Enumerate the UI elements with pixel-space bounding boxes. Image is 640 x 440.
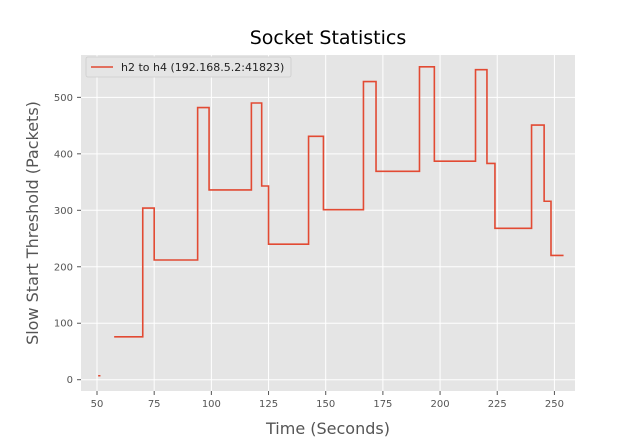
x-tick-label: 175: [373, 399, 392, 410]
x-ticks: 50 75 100 125 150 175 200 225 250: [91, 391, 564, 410]
y-tick-label: 100: [54, 319, 73, 330]
legend-label: h2 to h4 (192.168.5.2:41823): [121, 61, 284, 74]
x-tick-label: 125: [259, 399, 278, 410]
plot-background: [81, 55, 575, 391]
y-tick-label: 0: [67, 375, 73, 386]
legend: h2 to h4 (192.168.5.2:41823): [85, 56, 292, 78]
series-layer: [98, 66, 564, 377]
x-tick-label: 100: [202, 399, 221, 410]
y-ticks: 0 100 200 300 400 500: [54, 93, 81, 386]
chart-title: Socket Statistics: [250, 27, 407, 49]
legend-box: [85, 56, 292, 78]
y-tick-label: 500: [54, 93, 73, 104]
y-tick-label: 400: [54, 149, 73, 160]
x-tick-label: 200: [431, 399, 450, 410]
y-tick-label: 300: [54, 206, 73, 217]
x-tick-label: 250: [545, 399, 564, 410]
x-tick-label: 50: [91, 399, 104, 410]
x-axis-title: Time (Seconds): [265, 419, 390, 438]
y-tick-label: 200: [54, 262, 73, 273]
x-tick-label: 225: [488, 399, 507, 410]
x-tick-label: 150: [316, 399, 335, 410]
y-axis-title: Slow Start Threshold (Packets): [23, 101, 42, 345]
x-tick-label: 75: [148, 399, 161, 410]
series-line: [98, 66, 564, 377]
